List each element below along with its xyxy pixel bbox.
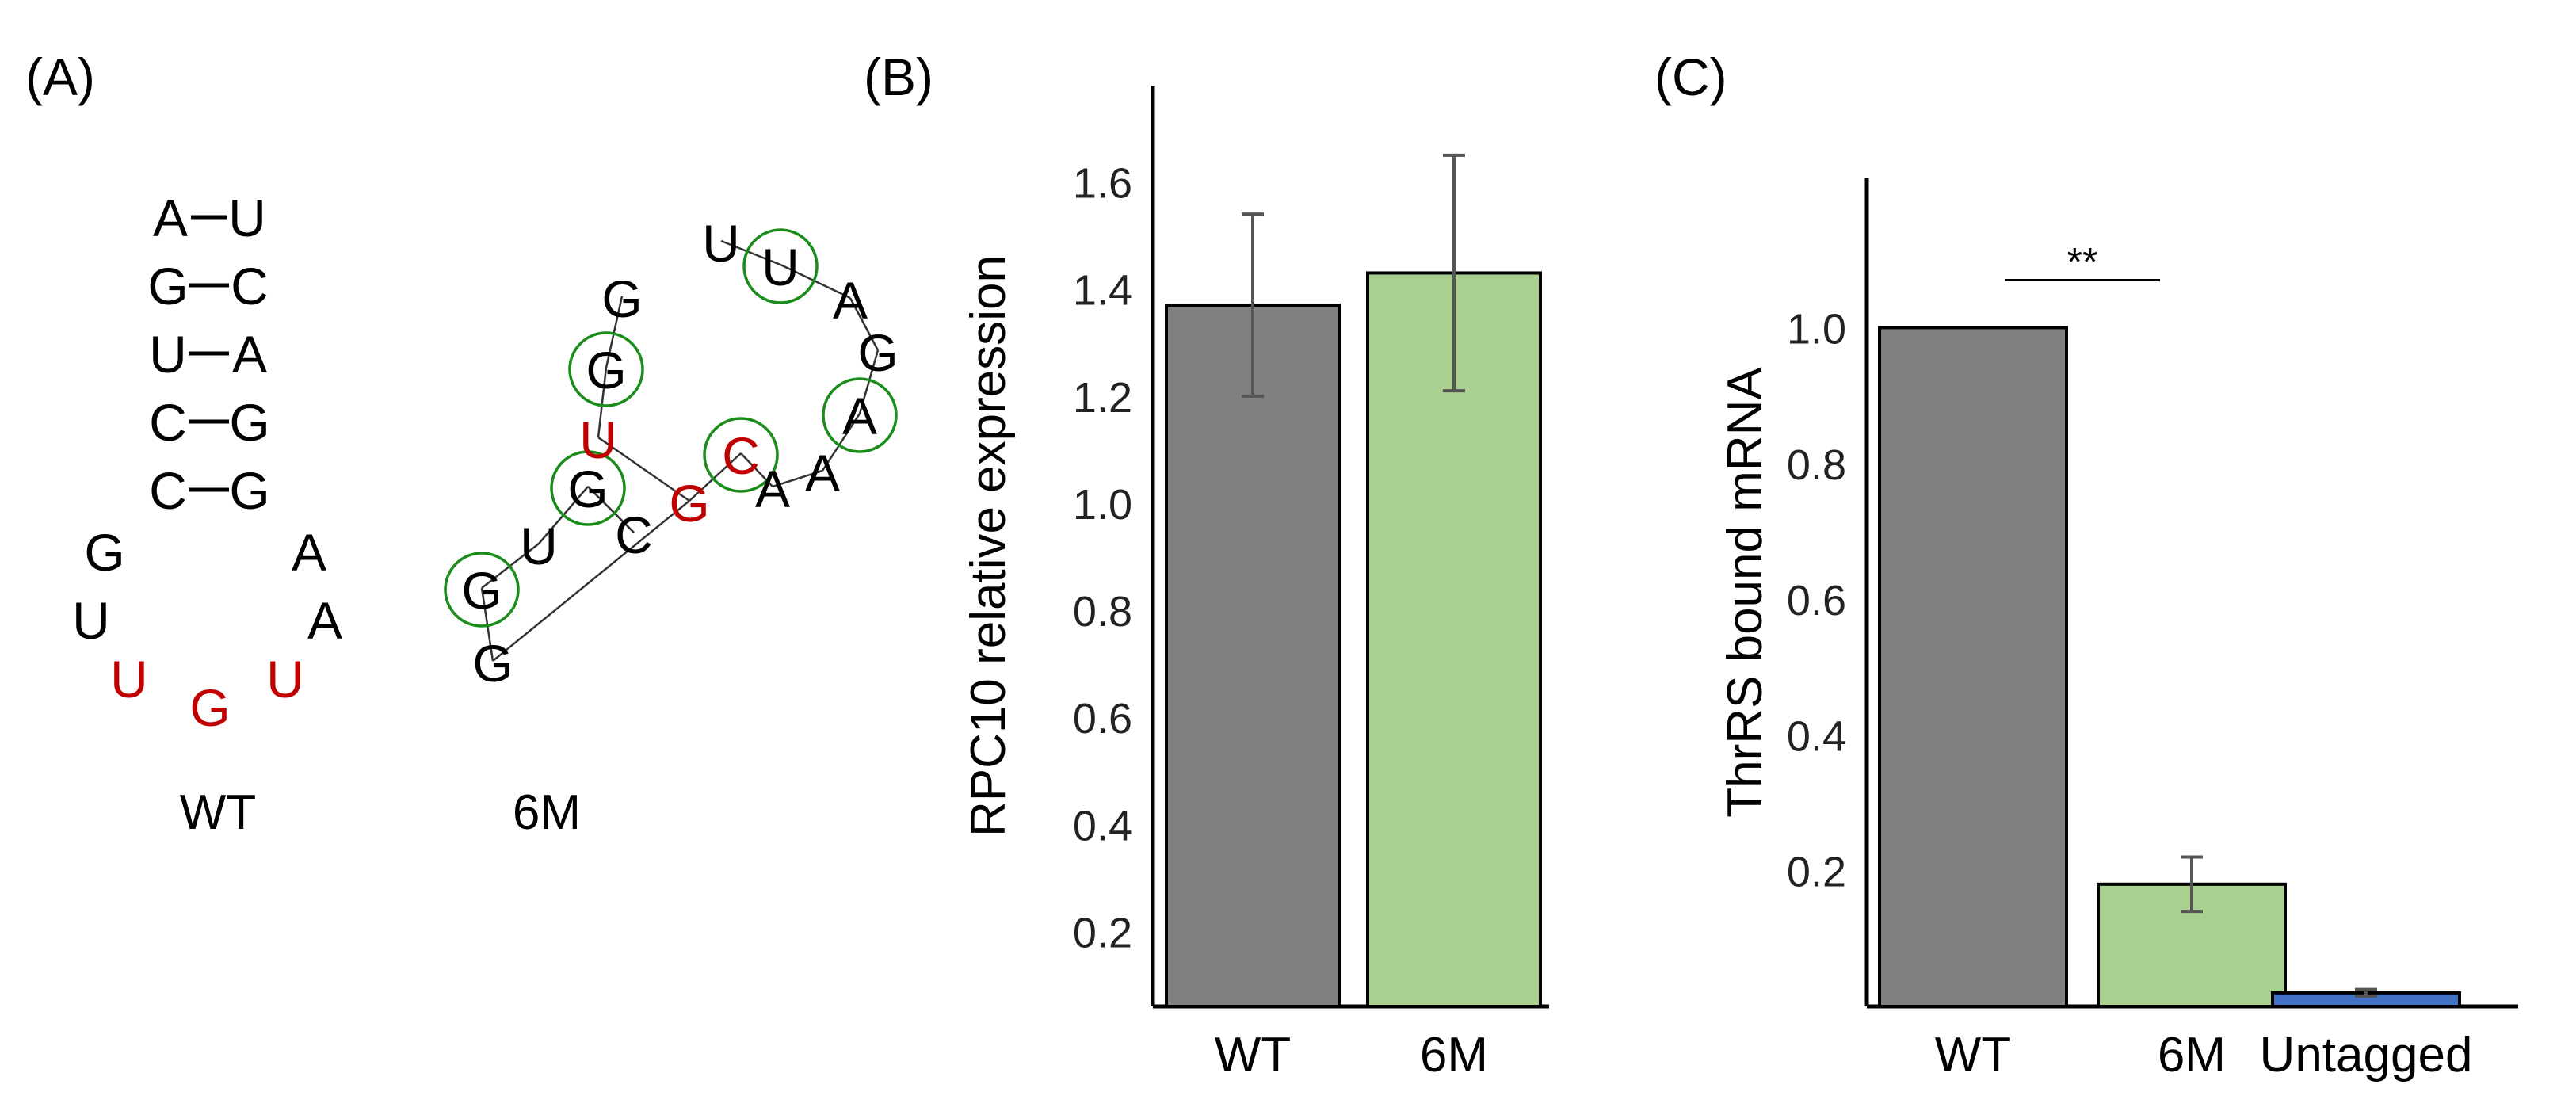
y-tick-label: 0.2 (1787, 849, 1846, 896)
y-tick-label: 1.0 (1787, 305, 1846, 353)
wt-stem-right-nucleotide: U (228, 189, 266, 247)
6m-backbone-link (849, 297, 880, 351)
6m-caption: 6M (513, 785, 581, 840)
wt-loop-nucleotide: G (189, 678, 230, 737)
6m-nucleotide: G (601, 269, 642, 328)
6m-nucleotide: U (520, 517, 558, 575)
panel-c: (C) ThrRS bound mRNA 0.2 0.4 0.6 0.8 1.0 WT 6M… (1654, 48, 2518, 1082)
x-category-label: 6M (1420, 1028, 1488, 1082)
x-category-label: 6M (2158, 1028, 2226, 1082)
wt-stem-right-nucleotide: A (232, 325, 267, 384)
6m-mutation-circle (742, 228, 819, 304)
bar-wt (1165, 303, 1341, 1009)
6m-nucleotide: G (567, 460, 608, 518)
6m-mutation-circle (550, 450, 626, 526)
6m-mutation-circle (568, 331, 644, 407)
6m-nucleotide: G (669, 474, 709, 533)
wt-loop-nucleotide: G (84, 523, 124, 582)
6m-backbone-link (780, 263, 851, 300)
wt-stem-right-nucleotide: C (231, 257, 269, 315)
6m-nucleotide: G (586, 341, 626, 399)
wt-loop-nucleotide: U (266, 650, 304, 708)
6m-nucleotide: G (857, 323, 898, 382)
y-tick-label: 0.4 (1073, 802, 1132, 849)
x-category-label: Untagged (2260, 1028, 2473, 1082)
wt-stem-left-nucleotide: C (149, 393, 187, 452)
panel-c-ylabel: ThrRS bound mRNA (1718, 367, 1773, 818)
6m-backbone-link (597, 436, 690, 502)
6m-backbone-link (821, 413, 861, 472)
wt-caption: WT (180, 785, 256, 840)
6m-backbone-link (492, 500, 690, 662)
wt-loop-nucleotide: A (292, 523, 326, 582)
y-tick-label: 0.2 (1073, 909, 1132, 956)
y-tick-label: 1.4 (1073, 267, 1132, 315)
y-tick-label: 1.0 (1073, 481, 1132, 529)
significance-marker: ** (2067, 239, 2098, 284)
6m-backbone-link (772, 469, 823, 488)
wt-stem-left-nucleotide: A (153, 189, 188, 247)
6m-nucleotide: A (842, 387, 877, 445)
6m-mutation-circle (444, 552, 520, 628)
6m-nucleotide: G (472, 634, 513, 693)
panel-b-ylabel: RPC10 relative expression (961, 255, 1016, 837)
6m-mutation-circle (703, 417, 779, 493)
6m-nucleotide: A (805, 444, 840, 502)
6m-backbone-link (720, 239, 781, 266)
6m-backbone-link (858, 349, 880, 414)
bar-6m (1366, 271, 1542, 1008)
wt-stem-right-nucleotide: G (229, 393, 269, 452)
6m-nucleotide: U (579, 410, 617, 469)
wt-loop-nucleotide: U (110, 650, 148, 708)
panel-c-chart: 0.2 0.4 0.6 0.8 1.0 WT 6M Untagged ** (1787, 178, 2518, 1082)
y-tick-label: 0.4 (1787, 712, 1846, 760)
y-tick-label: 0.6 (1073, 695, 1132, 743)
y-tick-label: 0.8 (1073, 588, 1132, 636)
6m-nucleotide: C (615, 506, 653, 564)
6m-nucleotide: G (461, 561, 502, 620)
6m-nucleotide: U (761, 238, 800, 296)
wt-loop-nucleotide: U (72, 591, 110, 650)
panel-a-label: (A) (25, 48, 95, 106)
y-tick-label: 0.8 (1787, 441, 1846, 489)
x-category-label: WT (1935, 1028, 2011, 1082)
y-tick-label: 1.2 (1073, 374, 1132, 422)
panel-b-chart: 0.2 0.4 0.6 0.8 1.0 1.2 1.4 1.6 WT 6M (1073, 86, 1549, 1082)
wt-loop-nucleotide: A (307, 591, 342, 650)
6m-backbone-link (597, 367, 608, 438)
6m-backbone-link (689, 452, 742, 502)
6m-nucleotide: U (702, 214, 740, 273)
6m-nucleotide: A (755, 460, 790, 518)
panel-c-label: (C) (1654, 48, 1727, 106)
6m-backbone-link (605, 296, 624, 368)
wt-stem-left-nucleotide: U (149, 325, 187, 384)
wt-stem-left-nucleotide: G (147, 257, 188, 315)
panel-b: (B) RPC10 relative expression 0.20.40.60… (864, 48, 1549, 1082)
x-category-label: WT (1215, 1028, 1291, 1082)
wt-stem-right-nucleotide: G (229, 461, 269, 520)
wt-stem-left-nucleotide: C (149, 461, 187, 520)
6m-nucleotide: A (833, 271, 868, 330)
y-tick-label: 0.6 (1787, 577, 1846, 624)
6m-nucleotide: C (722, 426, 760, 485)
panel-b-label: (B) (864, 48, 933, 106)
6m-backbone-link (587, 486, 635, 533)
6m-mutation-circle (822, 377, 898, 453)
y-tick-label: 1.6 (1073, 160, 1132, 208)
bar-wt (1878, 326, 2068, 1008)
